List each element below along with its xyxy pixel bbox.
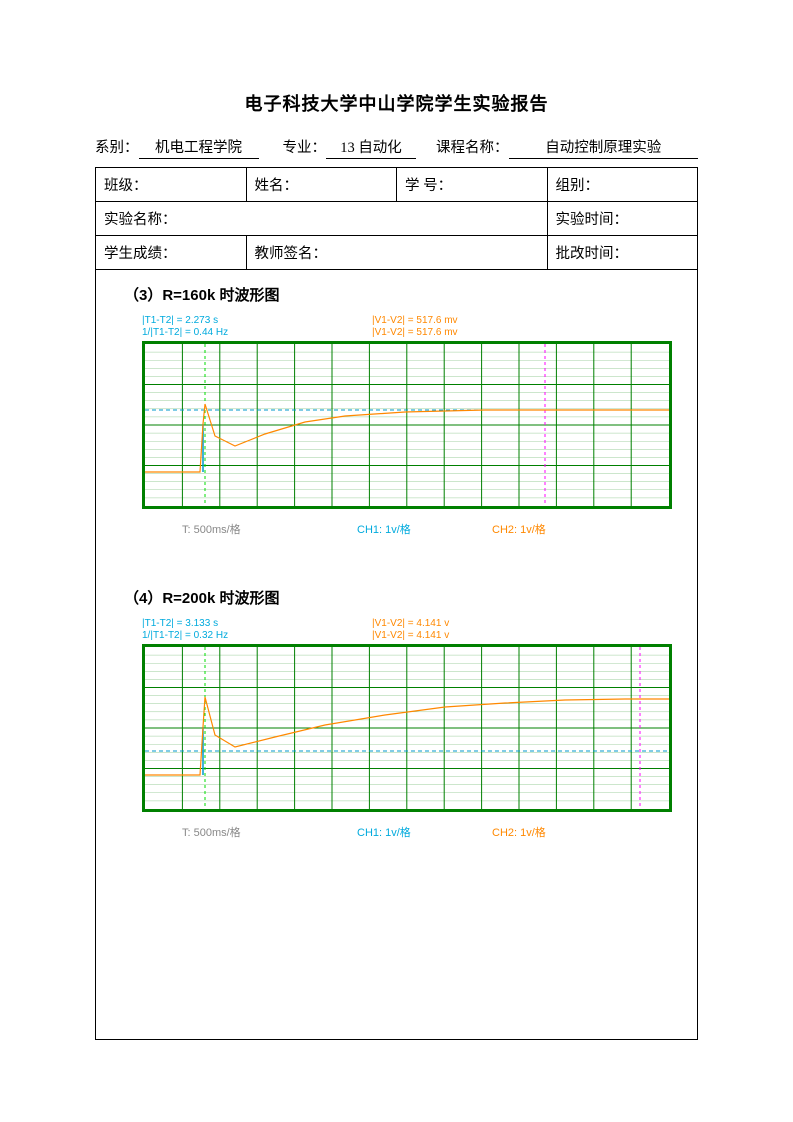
t1-label: |T1-T2| = 3.133 s [142,618,218,631]
section-3-title: （3）R=160k 时波形图 [124,284,689,305]
ch1-label: CH1: 1v/格 [357,521,411,537]
name-cell: 姓名： [246,168,397,202]
timebase-label: T: 500ms/格 [182,521,241,537]
ch1-label: CH1: 1v/格 [357,824,411,840]
t2-label: 1/|T1-T2| = 0.44 Hz [142,327,228,340]
major-value: 13 自动化 [326,136,416,159]
content-box: （3）R=160k 时波形图 |T1-T2| = 2.273 s |V1-V2|… [95,270,698,1040]
course-value: 自动控制原理实验 [509,136,699,159]
scope-3-header-labels: |T1-T2| = 2.273 s |V1-V2| = 517.6 mv 1/|… [124,315,654,341]
page-title: 电子科技大学中山学院学生实验报告 [95,90,698,116]
v1-label: |V1-V2| = 517.6 mv [372,315,458,328]
exp-name-cell: 实验名称： [96,202,548,236]
score-cell: 学生成绩： [96,236,247,270]
scope-4-footer: T: 500ms/格 CH1: 1v/格 CH2: 1v/格 [142,824,672,840]
section-4-title: （4）R=200k 时波形图 [124,587,689,608]
group-cell: 组别： [547,168,698,202]
table-row: 班级： 姓名： 学 号： 组别： [96,168,698,202]
scope-3-svg [145,344,669,506]
v2-label: |V1-V2| = 517.6 mv [372,327,458,340]
class-cell: 班级： [96,168,247,202]
section-4: （4）R=200k 时波形图 |T1-T2| = 3.133 s |V1-V2|… [124,587,689,840]
oscilloscope-4 [142,644,672,812]
t2-label: 1/|T1-T2| = 0.32 Hz [142,630,228,643]
section-3: （3）R=160k 时波形图 |T1-T2| = 2.273 s |V1-V2|… [124,284,689,537]
dept-value: 机电工程学院 [139,136,259,159]
v1-label: |V1-V2| = 4.141 v [372,618,449,631]
table-row: 学生成绩： 教师签名： 批改时间： [96,236,698,270]
oscilloscope-3 [142,341,672,509]
v2-label: |V1-V2| = 4.141 v [372,630,449,643]
ch2-label: CH2: 1v/格 [492,521,546,537]
major-label: 专业： [283,136,327,157]
sign-cell: 教师签名： [246,236,547,270]
timebase-label: T: 500ms/格 [182,824,241,840]
table-row: 实验名称： 实验时间： [96,202,698,236]
t1-label: |T1-T2| = 2.273 s [142,315,218,328]
scope-3-footer: T: 500ms/格 CH1: 1v/格 CH2: 1v/格 [142,521,672,537]
header-line: 系别： 机电工程学院 专业： 13 自动化 课程名称： 自动控制原理实验 [95,136,698,159]
info-table: 班级： 姓名： 学 号： 组别： 实验名称： 实验时间： 学生成绩： 教师签名：… [95,167,698,270]
id-cell: 学 号： [397,168,548,202]
ch2-label: CH2: 1v/格 [492,824,546,840]
scope-4-svg [145,647,669,809]
scope-4-header-labels: |T1-T2| = 3.133 s |V1-V2| = 4.141 v 1/|T… [124,618,654,644]
exp-time-cell: 实验时间： [547,202,698,236]
dept-label: 系别： [95,136,139,157]
mark-time-cell: 批改时间： [547,236,698,270]
course-label: 课程名称： [436,136,509,157]
